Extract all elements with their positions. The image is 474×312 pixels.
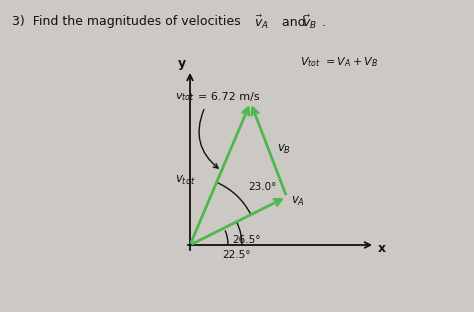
Text: 22.5°: 22.5° bbox=[222, 250, 250, 260]
Text: $\vec{v}_B$: $\vec{v}_B$ bbox=[302, 13, 317, 31]
Text: 23.0°: 23.0° bbox=[248, 182, 276, 192]
Text: $v_A$: $v_A$ bbox=[291, 195, 305, 208]
Text: $v_{tot}$: $v_{tot}$ bbox=[175, 173, 196, 187]
Text: x: x bbox=[378, 242, 386, 256]
Text: $v_B$: $v_B$ bbox=[277, 143, 291, 156]
Text: 26.5°: 26.5° bbox=[232, 235, 261, 245]
Text: $= V_A + V_B$: $= V_A + V_B$ bbox=[323, 55, 378, 69]
Text: and: and bbox=[278, 16, 310, 28]
Text: .: . bbox=[322, 16, 326, 28]
Text: y: y bbox=[178, 56, 186, 70]
Text: $V_{tot}$: $V_{tot}$ bbox=[300, 55, 321, 69]
Text: 3)  Find the magnitudes of velocities: 3) Find the magnitudes of velocities bbox=[12, 16, 245, 28]
Text: $v_{tot}$: $v_{tot}$ bbox=[175, 91, 195, 103]
Text: $\vec{v}_A$: $\vec{v}_A$ bbox=[254, 13, 269, 31]
Text: = 6.72 m/s: = 6.72 m/s bbox=[198, 92, 260, 102]
